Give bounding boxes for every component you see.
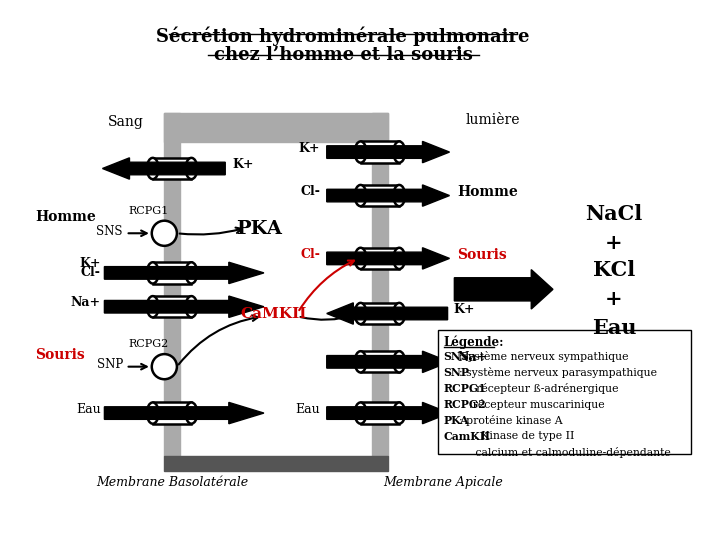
Text: RCPG1: RCPG1 [129,206,169,216]
Bar [361,141,400,163]
Text: Membrane Apicale: Membrane Apicale [383,476,503,489]
Text: lumière: lumière [466,113,521,127]
FancyArrow shape [104,402,264,424]
Circle shape [152,354,177,379]
Ellipse shape [355,248,366,269]
Bar [164,113,387,143]
Ellipse shape [393,303,405,324]
Circle shape [152,221,177,246]
Ellipse shape [355,141,366,163]
Text: Na+: Na+ [71,296,101,309]
Ellipse shape [355,185,366,206]
Text: chez l’homme et la souris: chez l’homme et la souris [214,46,472,64]
Text: SNP: SNP [444,367,469,378]
Text: KCl: KCl [593,260,635,280]
Bar [361,402,400,424]
Text: K+: K+ [79,256,101,270]
Ellipse shape [393,248,405,269]
Text: calcium et calmoduline-dépendante: calcium et calmoduline-dépendante [444,447,670,458]
Text: NaCl: NaCl [585,204,642,224]
Ellipse shape [186,262,197,284]
Ellipse shape [393,141,405,163]
Text: PKA: PKA [444,415,469,426]
Bar [164,456,387,471]
Ellipse shape [147,158,158,179]
Ellipse shape [186,158,197,179]
Text: Cl-: Cl- [300,185,320,198]
Text: : récepteur ß-adrénergique: : récepteur ß-adrénergique [469,383,618,394]
Bar [361,185,400,206]
Text: Membrane Basolatérale: Membrane Basolatérale [96,476,248,489]
Text: : Kinase de type II: : Kinase de type II [474,431,575,441]
Bar [164,113,180,456]
Text: CaMKII: CaMKII [240,307,307,321]
FancyArrow shape [327,402,449,424]
Ellipse shape [393,185,405,206]
Ellipse shape [355,402,366,424]
Text: Sécrétion hydrominérale pulmonaire: Sécrétion hydrominérale pulmonaire [156,26,530,46]
Text: Légende:: Légende: [444,336,504,349]
Ellipse shape [186,402,197,424]
Text: PKA: PKA [236,220,282,238]
Ellipse shape [147,296,158,318]
FancyArrow shape [104,262,264,284]
Text: K+: K+ [299,141,320,154]
Bar [153,262,192,284]
Text: Souris: Souris [35,348,84,362]
FancyArrow shape [327,185,449,206]
Ellipse shape [147,262,158,284]
Text: Homme: Homme [35,210,96,224]
Text: SNS: SNS [444,351,469,362]
Ellipse shape [393,402,405,424]
Text: :récepteur muscarinique: :récepteur muscarinique [469,399,605,410]
Ellipse shape [355,351,366,373]
Text: Sang: Sang [108,116,143,129]
Ellipse shape [147,402,158,424]
Text: RCPG1: RCPG1 [444,383,487,394]
Ellipse shape [186,296,197,318]
FancyArrow shape [104,296,264,318]
Text: SNP: SNP [96,358,123,371]
Bar [361,351,400,373]
Bar [361,303,400,324]
Bar [372,113,387,456]
Text: Eau: Eau [592,318,636,338]
Text: +: + [605,289,623,309]
Text: CamKII: CamKII [444,431,491,442]
FancyArrow shape [454,269,553,309]
Bar [361,248,400,269]
FancyArrow shape [327,248,449,269]
Text: +: + [605,233,623,253]
Ellipse shape [355,303,366,324]
Bar [153,402,192,424]
FancyArrow shape [102,158,225,179]
Text: SNS: SNS [96,225,123,238]
Bar [153,158,192,179]
FancyArrow shape [327,141,449,163]
Ellipse shape [393,351,405,373]
FancyArrow shape [327,351,449,373]
Text: : système nerveux parasympathique: : système nerveux parasympathique [459,367,657,378]
Text: Cl-: Cl- [81,266,101,279]
Text: : protéine kinase A: : protéine kinase A [459,415,562,426]
Text: RCPG2: RCPG2 [444,399,487,410]
Text: :système nerveux sympathique: :système nerveux sympathique [459,351,629,362]
Text: Eau: Eau [76,403,101,416]
Text: Homme: Homme [457,185,518,199]
Text: Cl-: Cl- [300,248,320,261]
Bar [153,296,192,318]
Text: Na+: Na+ [457,352,487,365]
Text: K+: K+ [232,158,253,171]
Text: Eau: Eau [295,403,320,416]
FancyArrow shape [327,303,448,324]
Text: K+: K+ [454,303,475,316]
Text: Souris: Souris [457,247,507,261]
Bar [438,330,691,454]
Text: RCPG2: RCPG2 [129,339,169,349]
